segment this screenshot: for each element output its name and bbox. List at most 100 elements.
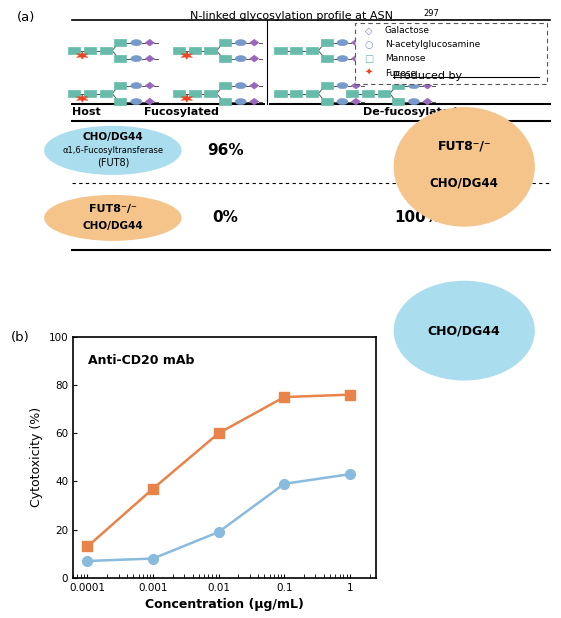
Text: Host: Host — [72, 107, 100, 117]
Polygon shape — [423, 82, 432, 89]
Polygon shape — [351, 98, 361, 105]
Circle shape — [131, 40, 142, 46]
Polygon shape — [250, 55, 259, 62]
Bar — [219, 40, 231, 46]
Text: ✦: ✦ — [365, 68, 373, 78]
Bar — [392, 98, 404, 105]
Bar — [219, 98, 231, 105]
Text: 297: 297 — [424, 9, 439, 19]
Text: 96%: 96% — [207, 143, 244, 158]
Circle shape — [408, 83, 420, 89]
Bar — [378, 90, 390, 97]
Polygon shape — [76, 95, 88, 102]
Bar — [114, 40, 126, 46]
Text: CHO/DG44: CHO/DG44 — [430, 177, 499, 190]
Text: CHO/DG44: CHO/DG44 — [82, 132, 143, 142]
Bar — [219, 82, 231, 89]
Text: α1,6-Fucosyltransferase: α1,6-Fucosyltransferase — [62, 146, 163, 155]
Bar — [362, 90, 374, 97]
FancyBboxPatch shape — [355, 23, 547, 85]
Circle shape — [235, 56, 246, 62]
Bar — [173, 90, 185, 97]
Text: 100%: 100% — [394, 210, 442, 226]
Circle shape — [235, 40, 246, 46]
Polygon shape — [76, 52, 88, 59]
Bar — [114, 98, 126, 105]
Bar — [320, 55, 333, 62]
Text: N-acetylglucosamine: N-acetylglucosamine — [385, 40, 480, 49]
Bar — [306, 90, 318, 97]
Bar — [188, 47, 201, 54]
Text: Fucosylated: Fucosylated — [144, 107, 219, 117]
Bar — [274, 47, 287, 54]
Text: Produced by: Produced by — [393, 71, 462, 81]
Text: 4%: 4% — [405, 143, 431, 158]
Circle shape — [337, 98, 348, 104]
Text: (a): (a) — [17, 11, 35, 23]
Polygon shape — [250, 82, 259, 89]
Polygon shape — [250, 98, 259, 105]
Bar — [346, 90, 358, 97]
Text: FUT8⁻/⁻: FUT8⁻/⁻ — [89, 204, 137, 214]
Text: 0%: 0% — [213, 210, 238, 226]
Circle shape — [408, 98, 420, 104]
Circle shape — [235, 83, 246, 89]
Text: N-linked glycosylation profile at ASN: N-linked glycosylation profile at ASN — [190, 11, 393, 21]
Circle shape — [337, 83, 348, 89]
Bar — [392, 82, 404, 89]
Polygon shape — [351, 82, 361, 89]
Ellipse shape — [44, 195, 182, 241]
Bar — [173, 47, 185, 54]
Bar — [306, 47, 318, 54]
Bar — [274, 90, 287, 97]
Bar — [290, 47, 302, 54]
Bar — [84, 90, 96, 97]
Bar — [320, 98, 333, 105]
Bar — [114, 82, 126, 89]
Bar — [205, 47, 217, 54]
Polygon shape — [423, 98, 432, 105]
Polygon shape — [145, 55, 154, 62]
Text: Mannose: Mannose — [385, 54, 425, 64]
Bar — [114, 55, 126, 62]
Circle shape — [131, 83, 142, 89]
Text: ○: ○ — [364, 40, 373, 50]
Bar — [68, 47, 80, 54]
Bar — [290, 90, 302, 97]
Text: Fucose: Fucose — [385, 69, 416, 78]
Circle shape — [337, 40, 348, 46]
Polygon shape — [145, 40, 154, 46]
Bar — [320, 82, 333, 89]
Circle shape — [235, 98, 246, 104]
Text: CHO/DG44: CHO/DG44 — [82, 221, 143, 231]
Polygon shape — [181, 95, 192, 102]
Polygon shape — [351, 40, 361, 46]
Text: ◇: ◇ — [365, 26, 372, 36]
Bar — [219, 55, 231, 62]
Circle shape — [131, 98, 142, 104]
Circle shape — [131, 56, 142, 62]
Bar — [205, 90, 217, 97]
Ellipse shape — [44, 126, 182, 175]
Bar — [68, 90, 80, 97]
Polygon shape — [145, 82, 154, 89]
Text: CHO/DG44: CHO/DG44 — [428, 324, 500, 337]
Text: Galactose: Galactose — [385, 26, 430, 35]
Text: □: □ — [364, 54, 373, 64]
Bar — [188, 90, 201, 97]
Polygon shape — [181, 52, 192, 59]
Text: (FUT8): (FUT8) — [96, 158, 129, 167]
Circle shape — [337, 56, 348, 62]
Polygon shape — [250, 40, 259, 46]
Text: (b): (b) — [11, 331, 30, 344]
Bar — [84, 47, 96, 54]
X-axis label: Concentration (µg/mL): Concentration (µg/mL) — [145, 598, 304, 611]
Polygon shape — [351, 55, 361, 62]
Text: Anti-CD20 mAb: Anti-CD20 mAb — [88, 353, 195, 366]
Y-axis label: Cytotoxicity (%): Cytotoxicity (%) — [30, 407, 43, 507]
Bar — [100, 47, 112, 54]
Ellipse shape — [394, 281, 535, 381]
Ellipse shape — [394, 107, 535, 227]
Polygon shape — [145, 98, 154, 105]
Text: De-fucosylated: De-fucosylated — [362, 107, 457, 117]
